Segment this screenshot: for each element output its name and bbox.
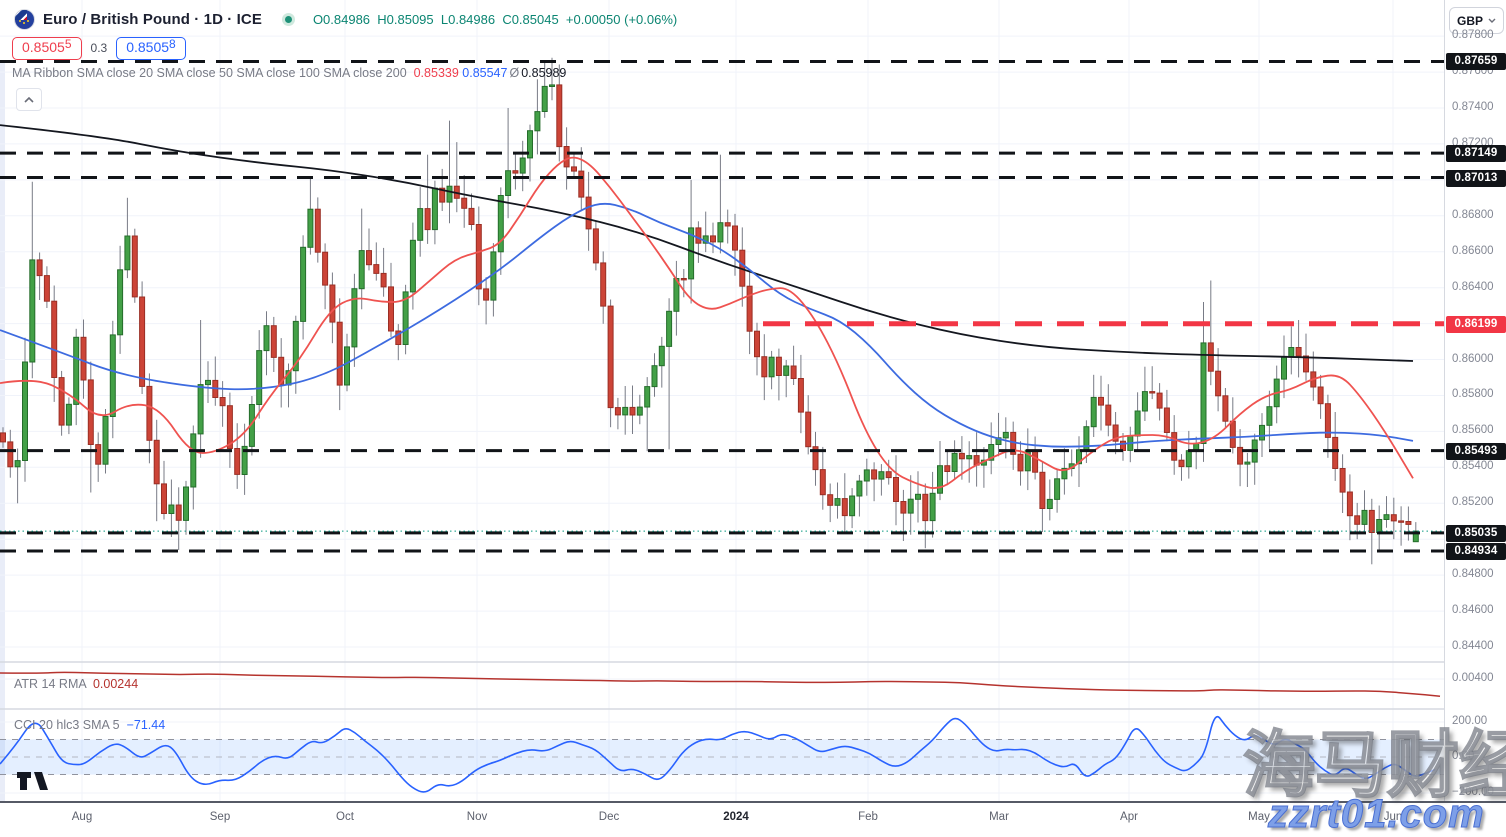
- price-axis-label: 0.85800: [1452, 388, 1494, 401]
- price-level-badge: 0.87013: [1446, 169, 1506, 187]
- cci-value: −71.44: [126, 718, 166, 732]
- market-status-icon: [281, 12, 295, 26]
- price-level-badge: 0.85035: [1446, 524, 1506, 542]
- chevron-down-icon: [1488, 18, 1496, 23]
- time-axis-label: Feb: [858, 811, 878, 823]
- symbol-title[interactable]: Euro / British Pound · 1D · ICE: [43, 10, 262, 28]
- time-axis-label: Nov: [466, 811, 488, 823]
- atr-line: [0, 671, 1441, 697]
- price-axis-label: 0.87800: [1452, 29, 1494, 42]
- gridlines: [0, 0, 1444, 801]
- tradingview-logo[interactable]: [17, 772, 48, 790]
- currency-selector-button[interactable]: GBP: [1449, 7, 1504, 34]
- sell-button[interactable]: 0.85055: [12, 36, 82, 60]
- time-axis-label: Apr: [1120, 811, 1138, 823]
- sma50-line: [0, 202, 1414, 448]
- cci-legend: CCI 20 hlc3 SMA 5 −71.44: [14, 718, 166, 732]
- price-axis-label: 0.86800: [1452, 208, 1494, 221]
- time-axis-label: Sep: [209, 811, 231, 823]
- price-level-badge: 0.86199: [1446, 315, 1506, 333]
- atr-legend: ATR 14 RMA 0.00244: [14, 677, 139, 691]
- buy-button[interactable]: 0.85058: [116, 36, 186, 60]
- price-axis-label: 0.84800: [1452, 568, 1494, 581]
- trade-quotes: 0.85055 0.3 0.85058: [12, 36, 186, 60]
- cci-axis-label: 200.00: [1452, 715, 1488, 727]
- price-chart-canvas[interactable]: [0, 0, 1444, 801]
- time-axis-label: 2024: [723, 811, 749, 823]
- hidden-indicator-icon: Ø: [509, 66, 520, 80]
- sma200-value: 0.85989: [521, 66, 567, 80]
- sma20-value: 0.85339: [413, 66, 459, 80]
- sma200-line: [0, 124, 1414, 362]
- sma20-line: [0, 156, 1414, 489]
- price-axis-label: 0.86000: [1452, 352, 1494, 365]
- time-axis-label: May: [1248, 811, 1270, 823]
- price-level-badge: 0.85493: [1446, 442, 1506, 460]
- time-axis-label: Dec: [598, 811, 620, 823]
- price-axis-label: 0.86600: [1452, 244, 1494, 257]
- price-level-badge: 0.84934: [1446, 543, 1506, 561]
- symbol-header: Euro / British Pound · 1D · ICE O0.84986…: [14, 6, 677, 32]
- price-axis-label: 0.86400: [1452, 280, 1494, 293]
- price-axis-label: 0.84400: [1452, 639, 1494, 652]
- time-axis-label: Aug: [71, 811, 93, 823]
- price-axis-label: 0.85200: [1452, 496, 1494, 509]
- time-axis-label: Mar: [989, 811, 1009, 823]
- price-level-badge: 0.87659: [1446, 53, 1506, 71]
- ohlc-values: O0.84986 H0.85095 L0.84986 C0.85045 +0.0…: [312, 11, 678, 27]
- cci-line: [0, 715, 1436, 793]
- atr-axis-label: 0.00400: [1452, 672, 1494, 684]
- price-axis-label: 0.85400: [1452, 460, 1494, 473]
- time-axis[interactable]: Aug Sep Oct Nov Dec 2024 Feb Mar Apr May Jun: [0, 801, 1506, 835]
- cci-axis-label: −200.00: [1452, 786, 1494, 798]
- price-axis[interactable]: GBP 0.87800 0.87600 0.87400 0.87200 0.86800 0…: [1444, 0, 1506, 801]
- price-axis-label: 0.84600: [1452, 604, 1494, 617]
- price-level-badge: 0.87149: [1446, 145, 1506, 163]
- ma-ribbon-legend: MA Ribbon SMA close 20 SMA close 50 SMA …: [12, 66, 567, 80]
- atr-value: 0.00244: [92, 677, 139, 691]
- time-axis-label: Oct: [336, 811, 354, 823]
- sma50-value: 0.85547: [462, 66, 508, 80]
- price-axis-label: 0.85600: [1452, 424, 1494, 437]
- chevron-up-icon: [24, 96, 34, 103]
- candle-bodies: [0, 84, 1419, 543]
- cci-axis-label: 0.00: [1452, 750, 1475, 762]
- eurgbp-flag-icon: [14, 8, 35, 30]
- collapse-legend-button[interactable]: [16, 88, 42, 111]
- price-axis-label: 0.87400: [1452, 101, 1494, 113]
- time-axis-label: Jun: [1383, 811, 1403, 823]
- spread-value: 0.3: [90, 41, 108, 55]
